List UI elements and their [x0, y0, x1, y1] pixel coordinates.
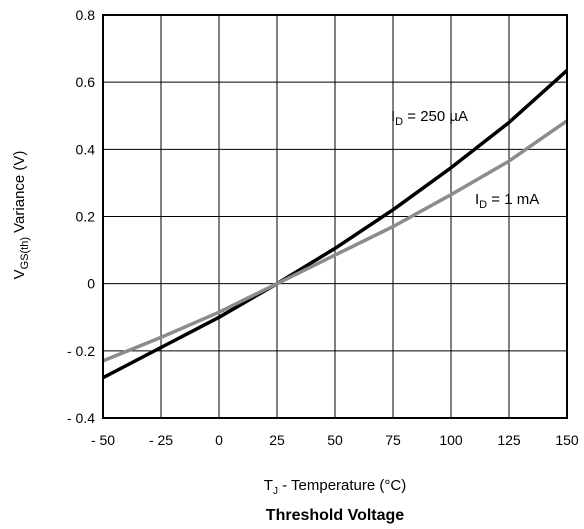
series-label-250ua: ID = 250 µA: [391, 108, 468, 128]
y-tick-label: 0.8: [76, 7, 96, 23]
chart-title: Threshold Voltage: [266, 507, 404, 524]
x-tick-label: 150: [555, 432, 579, 448]
x-tick-label: 125: [497, 432, 521, 448]
x-tick-labels: - 50 - 25 0 25 50 75 100 125 150: [91, 432, 579, 448]
grid-lines: [103, 15, 567, 418]
x-tick-label: 50: [327, 432, 343, 448]
x-tick-label: 100: [439, 432, 463, 448]
x-tick-label: 75: [385, 432, 401, 448]
series-line-1: [102, 119, 568, 363]
y-tick-label: 0.4: [76, 141, 96, 157]
series-label-1ma: ID = 1 mA: [475, 191, 539, 211]
series-lines: [102, 69, 569, 380]
x-tick-label: 0: [215, 432, 223, 448]
x-tick-label: - 50: [91, 432, 115, 448]
y-tick-label: 0.6: [76, 74, 96, 90]
y-tick-label: - 0.4: [67, 410, 95, 426]
x-tick-label: 25: [269, 432, 285, 448]
x-tick-label: - 25: [149, 432, 173, 448]
y-tick-label: 0.2: [76, 209, 96, 225]
y-tick-label: 0: [87, 276, 95, 292]
y-tick-labels: - 0.4 - 0.2 0 0.2 0.4 0.6 0.8: [67, 7, 95, 426]
x-axis-label: TJ - Temperature (°C): [264, 477, 406, 497]
plot-frame: [102, 14, 568, 419]
y-axis-label: VGS(th) Variance (V): [11, 151, 31, 280]
y-tick-label: - 0.2: [67, 343, 95, 359]
series-line-0: [102, 69, 569, 380]
